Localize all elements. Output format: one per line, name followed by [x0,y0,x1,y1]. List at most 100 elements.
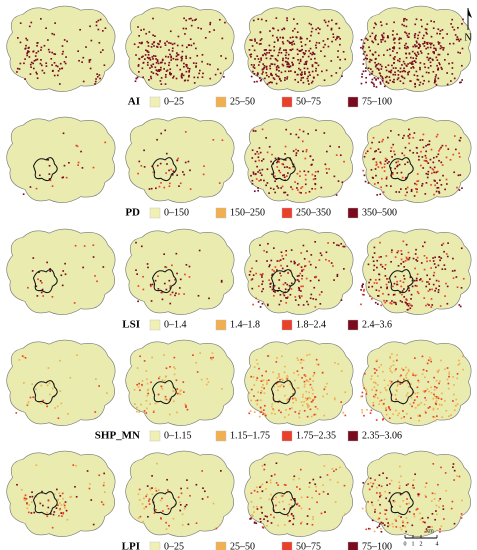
patch [295,398,297,400]
patch [291,505,294,508]
patch [390,146,393,149]
patch [261,273,264,275]
patch [306,397,309,400]
patch [150,71,153,73]
patch [412,66,415,69]
patch [407,308,410,311]
patch [456,286,459,289]
patch [260,411,263,414]
patch [23,62,25,65]
patch [295,154,298,157]
patch [438,192,441,194]
patch [369,477,372,480]
patch [361,507,364,510]
patch [180,59,183,62]
patch [160,517,162,520]
patch [65,176,68,179]
patch [391,80,394,83]
patch [263,518,265,521]
patch [317,170,319,173]
patch [146,50,149,53]
patch [419,415,421,417]
patch [269,65,271,67]
patch [274,291,276,293]
patch [435,397,438,400]
patch [383,170,386,172]
patch [159,68,162,71]
patch [437,43,440,45]
patch [278,399,281,402]
patch [137,386,140,388]
patch [446,378,449,381]
patch [263,66,266,69]
patch [262,379,265,381]
patch [258,415,261,418]
patch [430,500,433,502]
patch [430,358,432,361]
patch [208,31,211,33]
patch [442,174,444,177]
legend-label: 75–100 [362,541,392,550]
patch [160,77,163,79]
patch [100,501,103,503]
patch [154,35,156,37]
patch [24,47,27,50]
patch [285,57,287,59]
patch [434,256,436,259]
patch [317,27,319,29]
patch [403,378,405,381]
patch [280,494,283,497]
patch [314,413,317,416]
patch [391,173,394,176]
patch [445,282,447,285]
patch [425,47,427,50]
patch [137,493,140,496]
patch [368,488,371,491]
patch [145,412,148,414]
patch [284,365,286,368]
patch [390,251,393,254]
patch [389,357,392,359]
patch [307,170,310,173]
patch [278,287,280,290]
patch [422,167,425,169]
patch [59,390,62,392]
legend-label: 2.35–3.06 [362,430,402,441]
patch [380,399,383,402]
patch [287,289,290,291]
patch [220,279,223,282]
patch [149,59,152,61]
patch [184,33,186,35]
patch [415,187,417,190]
patch [396,414,399,417]
patch [179,393,182,396]
patch [175,58,177,61]
patch [385,184,388,187]
patch [252,303,254,306]
patch [371,82,374,84]
patch [146,485,149,487]
patch [433,166,436,169]
patch [271,34,274,37]
patch [289,65,292,67]
patch [309,47,312,50]
patch [138,382,141,385]
patch [412,401,415,404]
patch [274,413,276,415]
patch [151,356,153,359]
patch [146,40,149,43]
patch [422,34,425,37]
patch [188,74,190,77]
patch [375,163,378,166]
patch [380,186,382,189]
patch [106,392,108,394]
patch [309,383,312,386]
patch [168,49,170,51]
patch [273,270,275,272]
patch [448,371,451,374]
patch [41,490,43,493]
patch [147,57,150,60]
patch [270,412,273,415]
patch [389,71,392,73]
patch [249,39,252,41]
